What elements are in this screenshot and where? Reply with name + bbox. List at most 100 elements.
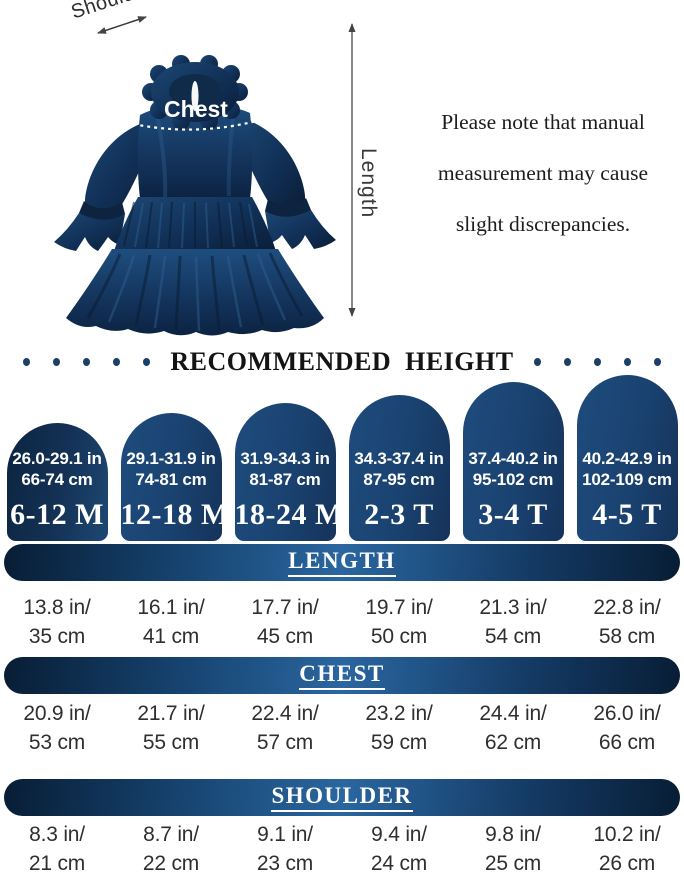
decorative-dots-left — [0, 358, 151, 366]
value-in: 17.7 in/ — [251, 596, 319, 619]
dress-sleeves — [54, 117, 336, 251]
value-cell: 17.7 in/ 45 cm — [228, 593, 342, 651]
value-cell: 8.7 in/ 22 cm — [114, 820, 228, 878]
value-cell: 26.0 in/ 66 cm — [570, 699, 684, 757]
height-range: 26.0-29.1 in 66-74 cm — [7, 448, 108, 490]
value-in: 9.1 in/ — [257, 823, 313, 846]
length-values-row: 13.8 in/ 35 cm 16.1 in/ 41 cm 17.7 in/ 4… — [0, 593, 684, 651]
decorative-dot — [563, 358, 571, 366]
height-range-cm: 74-81 cm — [135, 470, 207, 489]
height-range-in: 29.1-31.9 in — [126, 449, 216, 468]
value-in: 8.3 in/ — [29, 823, 85, 846]
height-range-in: 40.2-42.9 in — [582, 449, 672, 468]
value-cell: 21.7 in/ 55 cm — [114, 699, 228, 757]
decorative-dot — [113, 358, 121, 366]
value-cm: 41 cm — [142, 625, 200, 648]
value-cell: 23.2 in/ 59 cm — [342, 699, 456, 757]
value-cm: 53 cm — [28, 731, 86, 754]
height-range-in: 37.4-40.2 in — [468, 449, 558, 468]
value-cell: 9.8 in/ 25 cm — [456, 820, 570, 878]
keyhole-opening — [191, 81, 199, 111]
value-cell: 10.2 in/ 26 cm — [570, 820, 684, 878]
decorative-dots-right — [533, 358, 684, 366]
dress-skirt — [66, 197, 324, 336]
value-cell: 19.7 in/ 50 cm — [342, 593, 456, 651]
value-cell: 13.8 in/ 35 cm — [0, 593, 114, 651]
size-arch: 26.0-29.1 in 66-74 cm 6-12 M — [6, 423, 108, 541]
value-cell: 22.8 in/ 58 cm — [570, 593, 684, 651]
section-label: LENGTH — [288, 549, 396, 577]
section-band-shoulder: SHOULDER — [4, 779, 680, 816]
value-in: 8.7 in/ — [143, 823, 199, 846]
value-cm: 58 cm — [598, 625, 656, 648]
value-cell: 20.9 in/ 53 cm — [0, 699, 114, 757]
size-label: 18-24 M — [234, 498, 344, 531]
decorative-dot — [623, 358, 631, 366]
value-cm: 66 cm — [598, 731, 656, 754]
size-label: 6-12 M — [10, 498, 104, 531]
height-range-in: 26.0-29.1 in — [12, 449, 102, 468]
height-range-cm: 66-74 cm — [21, 470, 93, 489]
height-range-cm: 102-109 cm — [582, 470, 672, 489]
shoulder-values-row: 8.3 in/ 21 cm 8.7 in/ 22 cm 9.1 in/ 23 c… — [0, 820, 684, 878]
height-range-in: 31.9-34.3 in — [240, 449, 330, 468]
value-in: 19.7 in/ — [365, 596, 433, 619]
height-range: 31.9-34.3 in 81-87 cm — [235, 448, 336, 490]
height-range: 34.3-37.4 in 87-95 cm — [349, 448, 450, 490]
height-range-cm: 81-87 cm — [249, 470, 321, 489]
note-line: slight discrepancies. — [455, 212, 631, 236]
height-range: 29.1-31.9 in 74-81 cm — [121, 448, 222, 490]
measurement-note: Please note that manual measurement may … — [404, 97, 682, 250]
section-label: CHEST — [299, 662, 385, 690]
section-label: SHOULDER — [271, 784, 413, 812]
value-cell: 24.4 in/ 62 cm — [456, 699, 570, 757]
value-cell: 9.1 in/ 23 cm — [228, 820, 342, 878]
value-in: 21.3 in/ — [479, 596, 547, 619]
value-in: 16.1 in/ — [137, 596, 205, 619]
size-label: 4-5 T — [592, 498, 662, 531]
value-cell: 16.1 in/ 41 cm — [114, 593, 228, 651]
height-range-cm: 87-95 cm — [363, 470, 435, 489]
decorative-dot — [83, 358, 91, 366]
height-range: 37.4-40.2 in 95-102 cm — [463, 448, 564, 490]
page-title: RECOMMENDED HEIGHT — [170, 347, 514, 376]
section-band-length: LENGTH — [4, 544, 680, 581]
size-arch: 40.2-42.9 in 102-109 cm 4-5 T — [576, 375, 678, 541]
height-range-in: 34.3-37.4 in — [354, 449, 444, 468]
value-cm: 45 cm — [256, 625, 314, 648]
value-in: 10.2 in/ — [593, 823, 661, 846]
size-arch: 29.1-31.9 in 74-81 cm 12-18 M — [120, 413, 230, 541]
value-in: 22.4 in/ — [251, 702, 319, 725]
value-cm: 54 cm — [484, 625, 542, 648]
dress-bodice — [137, 104, 253, 199]
decorative-dot — [653, 358, 661, 366]
decorative-dot — [23, 358, 31, 366]
value-in: 21.7 in/ — [137, 702, 205, 725]
value-in: 26.0 in/ — [593, 702, 661, 725]
value-in: 23.2 in/ — [365, 702, 433, 725]
size-label: 12-18 M — [120, 498, 230, 531]
value-cm: 59 cm — [370, 731, 428, 754]
value-cm: 24 cm — [370, 852, 428, 875]
height-range-cm: 95-102 cm — [472, 470, 554, 489]
size-label: 3-4 T — [478, 498, 548, 531]
chest-label: Chest — [164, 96, 228, 122]
height-range: 40.2-42.9 in 102-109 cm — [577, 448, 678, 490]
value-in: 9.4 in/ — [371, 823, 427, 846]
section-band-chest: CHEST — [4, 657, 680, 694]
value-cm: 35 cm — [28, 625, 86, 648]
size-arches: 26.0-29.1 in 66-74 cm 6-12 M 29.1-31.9 i… — [0, 373, 684, 541]
dress-illustration — [54, 16, 356, 336]
size-arch: 31.9-34.3 in 81-87 cm 18-24 M — [234, 403, 344, 541]
value-cm: 57 cm — [256, 731, 314, 754]
decorative-dot — [53, 358, 61, 366]
recommended-height-header: RECOMMENDED HEIGHT — [0, 346, 684, 378]
value-cm: 23 cm — [256, 852, 314, 875]
decorative-dot — [533, 358, 541, 366]
value-cm: 62 cm — [484, 731, 542, 754]
value-in: 24.4 in/ — [479, 702, 547, 725]
value-cell: 9.4 in/ 24 cm — [342, 820, 456, 878]
size-label: 2-3 T — [364, 498, 434, 531]
shoulder-arrow — [97, 16, 147, 34]
value-cell: 8.3 in/ 21 cm — [0, 820, 114, 878]
